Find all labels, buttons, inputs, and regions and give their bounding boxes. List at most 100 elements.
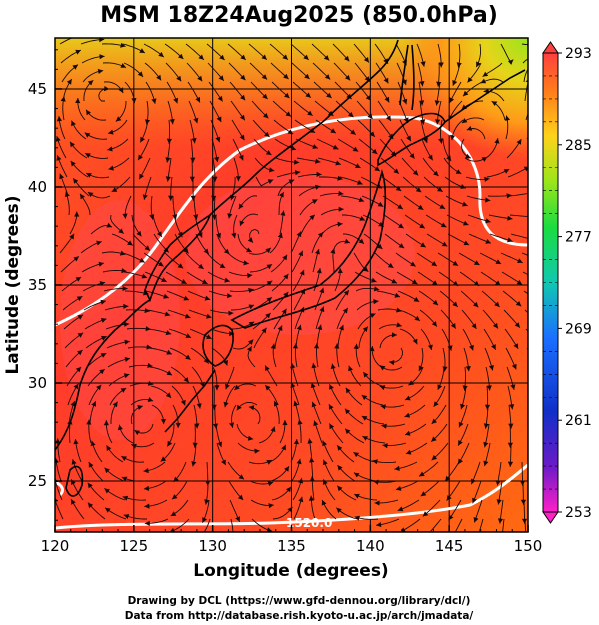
streamline	[510, 233, 528, 239]
streamline-arrow	[389, 360, 395, 366]
streamline-arrow	[354, 493, 360, 499]
streamline-arrow	[537, 300, 543, 305]
streamline-arrow	[122, 495, 129, 501]
streamline-arrow	[382, 443, 388, 449]
streamline-arrow	[359, 216, 365, 221]
streamline-arrow	[184, 313, 191, 319]
streamline-arrow	[491, 101, 498, 106]
streamline-arrow	[337, 221, 343, 227]
streamline-arrow	[452, 301, 458, 307]
streamline-arrow	[324, 74, 331, 80]
streamline-arrow	[166, 349, 172, 355]
streamline-arrow	[64, 191, 70, 198]
streamline-arrow	[147, 380, 154, 386]
streamline-arrow	[447, 345, 453, 351]
streamline-arrow	[473, 280, 480, 286]
streamline-arrow	[432, 299, 439, 306]
streamline-arrow	[397, 506, 404, 512]
streamline-arrow	[402, 98, 408, 105]
streamline-arrow	[350, 129, 356, 135]
streamline-arrow	[261, 327, 267, 334]
streamline-arrow	[367, 113, 373, 119]
streamline-arrow	[284, 466, 289, 472]
streamline-arrow	[406, 135, 411, 142]
streamline-arrow	[396, 322, 402, 328]
streamline-arrow	[307, 438, 313, 444]
streamline-arrow	[496, 499, 502, 505]
geopotential-contour	[55, 115, 528, 327]
streamline-arrow	[144, 503, 150, 509]
streamline-arrow	[463, 90, 469, 97]
streamline-arrow	[86, 109, 91, 116]
streamline-arrow	[381, 423, 387, 429]
streamline-arrow	[337, 175, 343, 181]
colorbar-tick-label: 269	[565, 321, 592, 337]
streamline-arrow	[168, 195, 174, 201]
streamline-arrow	[450, 134, 456, 141]
streamline-arrow	[215, 136, 221, 143]
streamline-arrow	[455, 169, 462, 174]
streamline-arrow	[193, 117, 199, 124]
streamline-arrow	[229, 422, 235, 428]
streamline-arrow	[197, 75, 203, 82]
streamline-arrow	[212, 423, 219, 429]
streamline-arrow	[202, 517, 207, 523]
streamline-arrow	[248, 304, 255, 310]
streamline	[524, 81, 528, 102]
streamline-arrow	[383, 77, 389, 84]
streamline-arrow	[312, 199, 318, 205]
streamline-arrow	[494, 138, 500, 144]
streamline-arrow	[491, 344, 496, 350]
streamline-arrow	[277, 232, 283, 239]
streamline-arrow	[415, 187, 422, 193]
streamline-arrow	[248, 288, 254, 293]
streamline-arrow	[290, 145, 297, 151]
x-tick-label: 120	[41, 537, 70, 555]
streamline-arrow	[76, 296, 83, 302]
streamline-arrow	[74, 211, 80, 217]
streamline-arrow	[227, 293, 233, 299]
streamline-arrow	[322, 440, 327, 447]
streamline-arrow	[509, 404, 515, 410]
streamline	[529, 386, 537, 409]
streamline	[530, 405, 536, 428]
streamline-arrow	[315, 158, 321, 164]
streamline-arrow	[225, 383, 230, 390]
coastline-honshu	[230, 169, 387, 329]
streamline-arrow	[437, 186, 443, 192]
streamline-arrow	[344, 55, 350, 62]
coastline-continent	[55, 39, 399, 451]
streamline-arrow	[503, 169, 510, 174]
streamline-arrow	[410, 261, 416, 267]
streamline-arrow	[441, 241, 448, 247]
colorbar-bottom-arrow	[542, 511, 559, 524]
coastline-kyushu	[202, 324, 234, 367]
streamline-arrow	[87, 80, 94, 86]
streamline-arrow	[123, 373, 130, 379]
streamline-arrow	[298, 496, 304, 503]
contour-label: 1520.0	[286, 516, 332, 530]
streamline-arrow	[379, 365, 386, 371]
streamline-arrow	[315, 184, 321, 190]
streamline-arrow	[71, 459, 77, 465]
streamline-arrow	[391, 278, 397, 284]
streamline-arrow	[494, 301, 500, 307]
streamline-arrow	[282, 254, 288, 261]
streamline-arrow	[433, 170, 439, 176]
streamline-arrow	[431, 321, 437, 327]
y-tick-label: 35	[28, 276, 47, 294]
streamline	[230, 518, 234, 532]
streamline-arrow	[290, 363, 296, 369]
streamline-arrow	[176, 75, 182, 82]
streamline-arrow	[157, 231, 162, 237]
streamline-arrow	[427, 344, 433, 350]
streamline-arrow	[235, 176, 241, 182]
streamline-arrow	[452, 80, 458, 86]
streamline-arrow	[104, 467, 110, 474]
streamline-arrow	[202, 279, 208, 284]
streamline-arrow	[123, 321, 130, 327]
streamline-arrow	[264, 131, 270, 137]
streamline-arrow	[166, 370, 173, 376]
streamline-arrow	[99, 38, 105, 43]
streamline-arrow	[281, 308, 287, 315]
